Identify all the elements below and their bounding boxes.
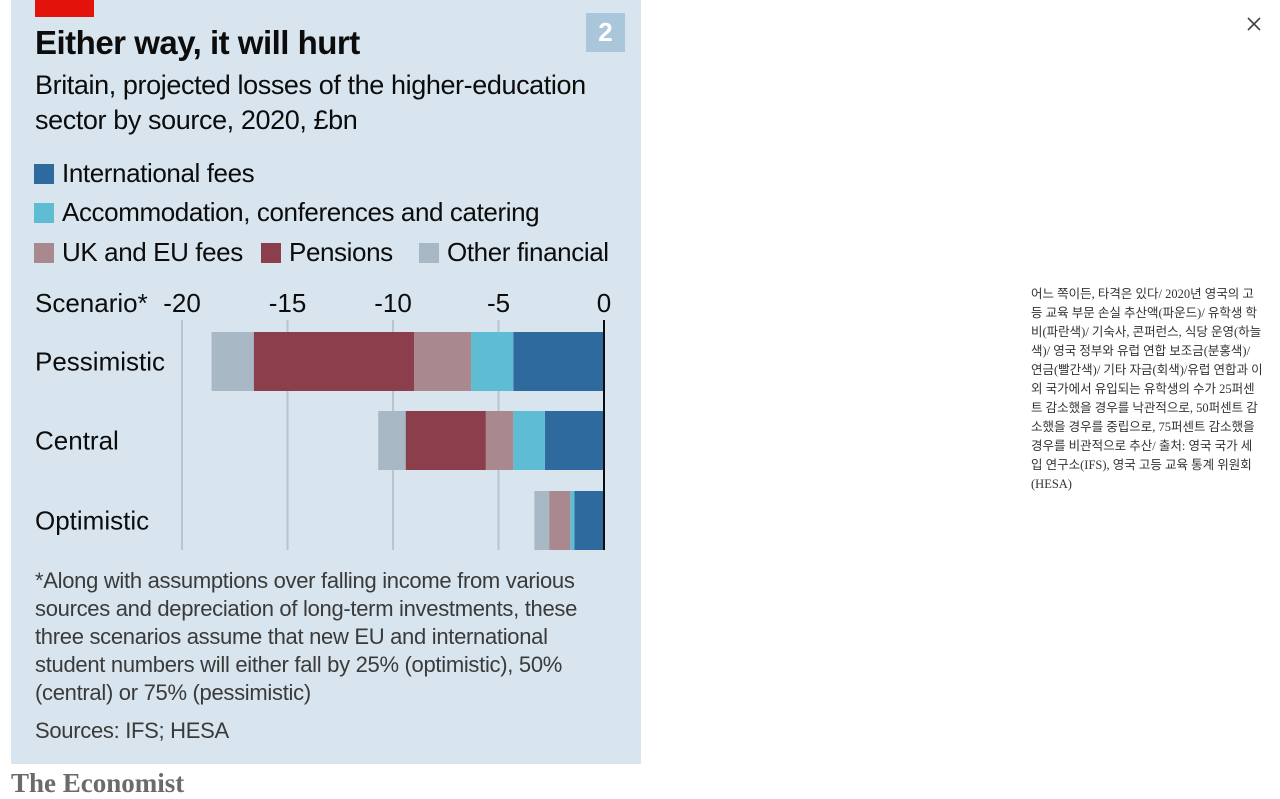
legend-label: Pensions [289,237,393,267]
tick-label: -20 [163,288,201,318]
legend-swatch [419,242,439,263]
chart-footnote: *Along with assumptions over falling inc… [35,568,578,705]
legend-label: International fees [62,158,255,188]
close-icon [1247,17,1261,31]
category-label: Central [35,426,119,456]
bar-segment [253,332,415,391]
legend-swatch [261,242,281,263]
legend-item-international-fees: International fees [34,158,255,189]
legend-swatch [34,242,54,263]
bar-segment [574,491,604,550]
tick-label: -10 [374,288,412,318]
bar-segment [378,411,406,470]
chart-number-badge: 2 [586,13,625,52]
bar-segment [544,411,604,470]
axis-label: Scenario* [35,288,148,318]
legend-item-pensions: Pensions [261,237,393,268]
legend-swatch [34,202,54,223]
bar-chart: Scenario* -20 -15 -10 -5 0 Pessimistic Central O… [35,288,611,550]
tick-label: -15 [269,288,307,318]
bar-segment [513,411,545,470]
legend-item-uk-eu-fees: UK and EU fees [34,237,243,268]
bar-segment [211,332,254,391]
bar-segment [513,332,604,391]
bar-segment [549,491,571,550]
chart-subtitle: Britain, projected losses of the higher-… [35,70,586,135]
chart-sources: Sources: IFS; HESA [35,718,229,743]
tick-label: 0 [597,288,611,318]
legend-item-accommodation: Accommodation, conferences and catering [34,197,540,228]
legend-swatch [34,163,54,184]
category-label: Optimistic [35,506,149,536]
bar-segment [570,491,575,550]
korean-caption: 어느 쪽이든, 타격은 있다/ 2020년 영국의 고등 교육 부문 손실 추산… [1031,287,1263,491]
legend-label: UK and EU fees [62,237,243,267]
bar-segment [485,411,514,470]
economist-logo: The Economist [11,768,185,798]
bar-segment [405,411,486,470]
category-label: Pessimistic [35,347,165,377]
chart-title: Either way, it will hurt [35,24,360,61]
tick-label: -5 [487,288,510,318]
legend-label: Accommodation, conferences and catering [62,197,540,227]
bar-segment [414,332,472,391]
economist-red-tag [35,0,94,17]
bar-segment [534,491,550,550]
close-button[interactable] [1244,14,1264,34]
bar-segment [471,332,514,391]
legend-label: Other financial [447,237,609,267]
legend-item-other-financial: Other financial [419,237,609,268]
